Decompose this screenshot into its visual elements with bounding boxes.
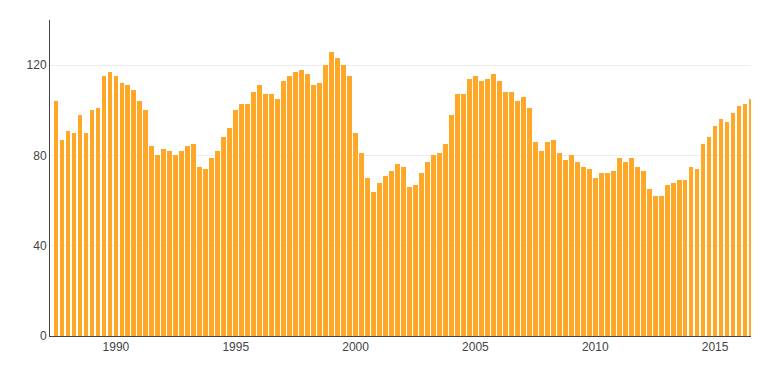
svg-text:2005: 2005 xyxy=(462,340,489,354)
svg-text:2015: 2015 xyxy=(702,340,729,354)
svg-text:1995: 1995 xyxy=(222,340,249,354)
svg-text:0: 0 xyxy=(40,329,47,343)
svg-text:80: 80 xyxy=(33,149,47,163)
svg-text:1990: 1990 xyxy=(103,340,130,354)
svg-text:120: 120 xyxy=(27,58,47,72)
svg-text:40: 40 xyxy=(33,239,47,253)
svg-text:2010: 2010 xyxy=(582,340,609,354)
svg-text:2000: 2000 xyxy=(342,340,369,354)
